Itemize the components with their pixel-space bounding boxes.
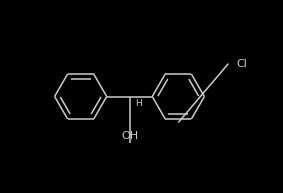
Text: OH: OH xyxy=(122,131,139,141)
Text: Cl: Cl xyxy=(236,59,247,69)
Text: H: H xyxy=(135,100,142,108)
